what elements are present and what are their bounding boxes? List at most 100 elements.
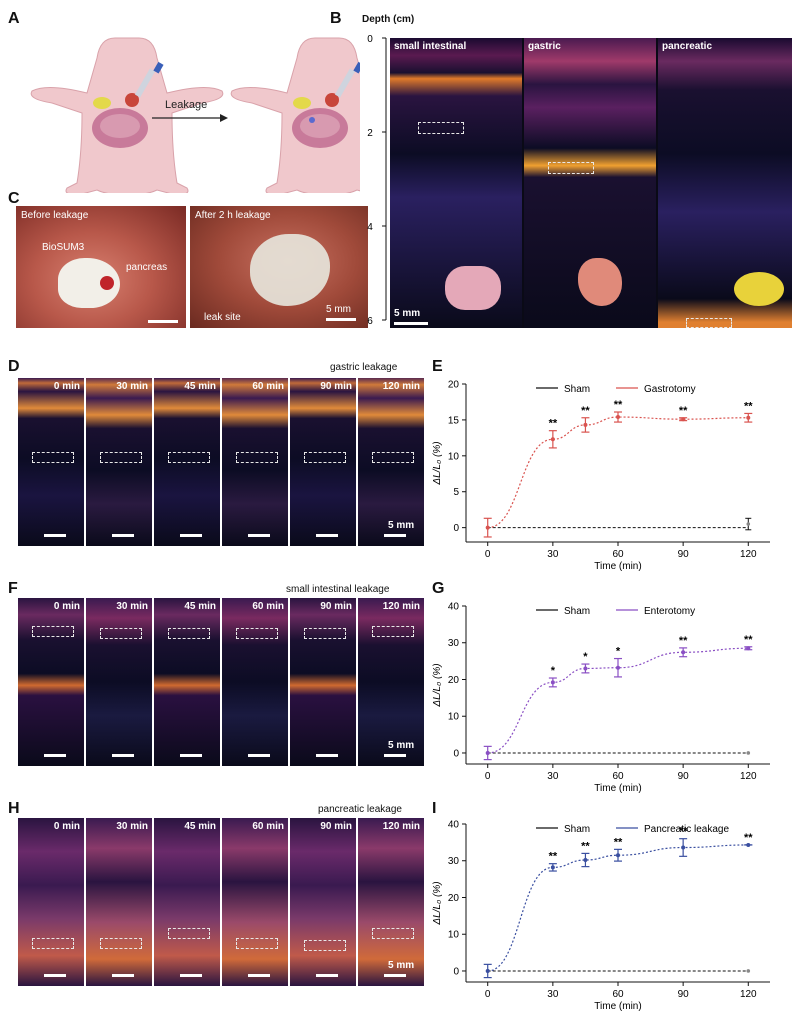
pancreas-label: pancreas: [126, 262, 168, 273]
scale-bar: [394, 322, 428, 325]
panel-label-a: A: [8, 10, 20, 27]
us-label-gastric: gastric: [528, 41, 561, 52]
panel-label-e: E: [432, 358, 443, 375]
y-tick-label: 0: [453, 966, 459, 977]
significance-marker: **: [614, 836, 623, 848]
us-frame-time-label: 30 min: [116, 821, 148, 832]
x-tick-label: 60: [612, 549, 624, 560]
roi-box: [372, 626, 414, 637]
x-tick-label: 0: [485, 989, 491, 1000]
us-frame-time-label: 45 min: [184, 381, 216, 392]
roi-box: [32, 452, 74, 463]
panel-label-f: F: [8, 580, 18, 597]
us-frame-time-label: 0 min: [53, 821, 80, 832]
us-frame: 30 min: [86, 598, 152, 766]
significance-marker: **: [679, 826, 688, 838]
y-axis-label: ΔL/L₀ (%): [432, 881, 443, 925]
us-frame: 90 min: [290, 598, 356, 766]
x-axis-label: Time (min): [594, 783, 641, 794]
roi-box: [548, 162, 594, 174]
photo-before-title: Before leakage: [21, 210, 89, 221]
scale-bar: [316, 974, 338, 977]
roi-box: [168, 928, 210, 939]
us-frame-time-label: 90 min: [320, 821, 352, 832]
us-frame: 0 min: [18, 818, 84, 986]
data-point-treatment: [485, 968, 490, 973]
y-tick-label: 10: [448, 712, 460, 723]
us-frame: 30 min: [86, 378, 152, 546]
us-frame-time-label: 60 min: [252, 821, 284, 832]
significance-marker: **: [581, 405, 590, 417]
scale-bar-label: 5 mm: [388, 960, 415, 971]
data-point-treatment: [681, 650, 686, 655]
roi-box: [32, 626, 74, 637]
us-frame-time-label: 0 min: [53, 381, 80, 392]
pancreas-icon: [734, 272, 784, 306]
x-tick-label: 120: [740, 771, 757, 782]
roi-box: [236, 452, 278, 463]
depth-tick-label: 0: [367, 34, 373, 45]
biosum-label: BioSUM3: [42, 242, 85, 253]
significance-marker: **: [549, 851, 558, 863]
roi-box: [236, 628, 278, 639]
x-tick-label: 120: [740, 549, 757, 560]
y-tick-label: 0: [453, 523, 459, 534]
data-point-treatment: [550, 865, 555, 870]
data-point-treatment: [746, 842, 751, 847]
data-point-treatment: [550, 437, 555, 442]
pig-before-icon: [30, 37, 224, 193]
chart-g: 0 10 20 30 40 0 30 60 90 120 Time (min) ΔL/L₀ (%) Sh…: [432, 602, 770, 794]
x-tick-label: 90: [678, 549, 690, 560]
scale-bar: [384, 534, 406, 537]
data-point-sham: [746, 969, 751, 973]
significance-marker: **: [581, 840, 590, 852]
data-point-treatment: [616, 415, 620, 420]
series-line-treatment: [487, 647, 749, 754]
data-point-treatment: [583, 858, 588, 863]
photo-after-title: After 2 h leakage: [195, 210, 271, 221]
data-point-sham: [746, 751, 751, 755]
y-tick-label: 5: [453, 487, 459, 498]
legend-label: Gastrotomy: [644, 384, 696, 395]
significance-marker: **: [679, 405, 688, 417]
us-frame-time-label: 90 min: [320, 601, 352, 612]
scale-bar: [316, 534, 338, 537]
roi-box: [304, 628, 346, 639]
data-point-sham: [746, 522, 751, 526]
roi-box: [100, 452, 142, 463]
y-tick-label: 30: [448, 638, 460, 649]
x-tick-label: 60: [612, 989, 624, 1000]
scale-bar: [180, 754, 202, 757]
depth-tick-label: 2: [367, 128, 373, 139]
depth-axis: 0 2 4 6: [367, 34, 387, 327]
significance-marker: *: [583, 651, 588, 663]
panel-label-d: D: [8, 358, 20, 375]
data-point-treatment: [681, 417, 686, 422]
ultrasound-panel-b: small intestinal gastric pancreatic 5 mm: [390, 38, 792, 328]
us-frame-time-label: 45 min: [184, 601, 216, 612]
data-point-treatment: [583, 422, 588, 427]
us-frame-time-label: 60 min: [252, 601, 284, 612]
scale-bar: [44, 974, 66, 977]
ultrasound-row-gastric: 0 min 30 min 45 min 60 min 90 min 120 min 5 mm: [18, 378, 426, 546]
y-axis-label: ΔL/L₀ (%): [432, 663, 443, 707]
data-point-treatment: [485, 525, 490, 530]
roi-box: [304, 940, 346, 951]
significance-marker: **: [744, 634, 753, 646]
us-frame: 30 min: [86, 818, 152, 986]
us-frame: 90 min: [290, 378, 356, 546]
us-frame-time-label: 120 min: [382, 381, 420, 392]
scale-bar: [112, 534, 134, 537]
us-frame: 45 min: [154, 598, 220, 766]
y-tick-label: 15: [448, 415, 460, 426]
series-line-treatment: [487, 416, 749, 529]
depth-tick-label: 6: [367, 316, 373, 327]
scale-bar: [248, 754, 270, 757]
roi-box: [100, 938, 142, 949]
scale-bar: [316, 754, 338, 757]
roi-box: [168, 628, 210, 639]
significance-marker: **: [679, 635, 688, 647]
us-frame-time-label: 60 min: [252, 381, 284, 392]
scale-bar: [248, 534, 270, 537]
scale-bar: [148, 320, 178, 323]
